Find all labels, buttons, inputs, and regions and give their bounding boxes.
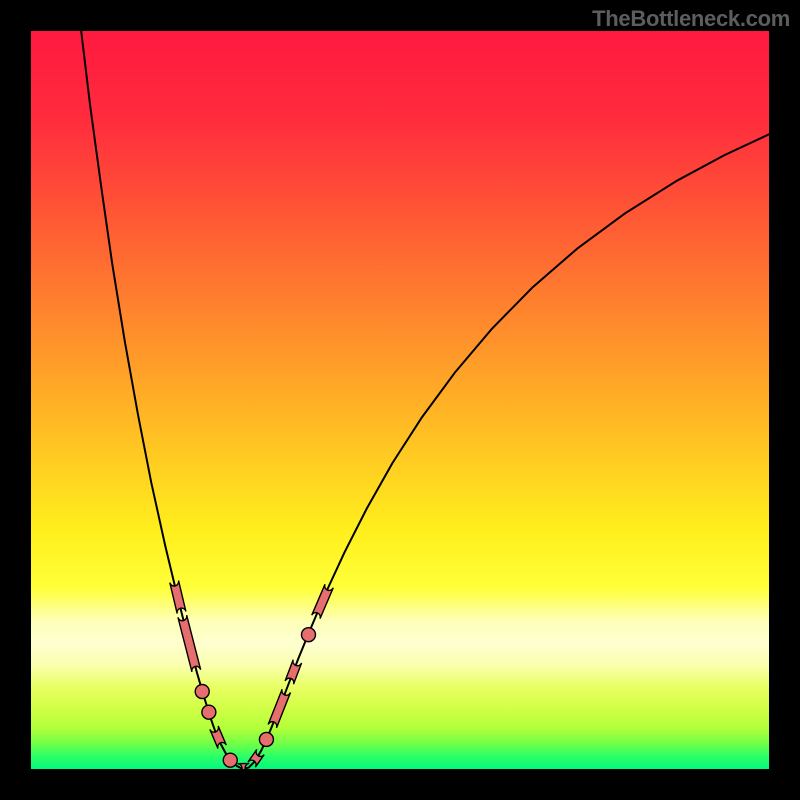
- curve-marker: [223, 753, 237, 767]
- gradient-background: [31, 31, 769, 769]
- curve-marker: [195, 685, 209, 699]
- curve-marker: [259, 732, 273, 746]
- curve-marker: [202, 705, 216, 719]
- bottleneck-curve-chart: [31, 31, 769, 769]
- watermark-text: TheBottleneck.com: [592, 6, 790, 32]
- curve-marker: [301, 628, 315, 642]
- chart-frame: TheBottleneck.com: [0, 0, 800, 800]
